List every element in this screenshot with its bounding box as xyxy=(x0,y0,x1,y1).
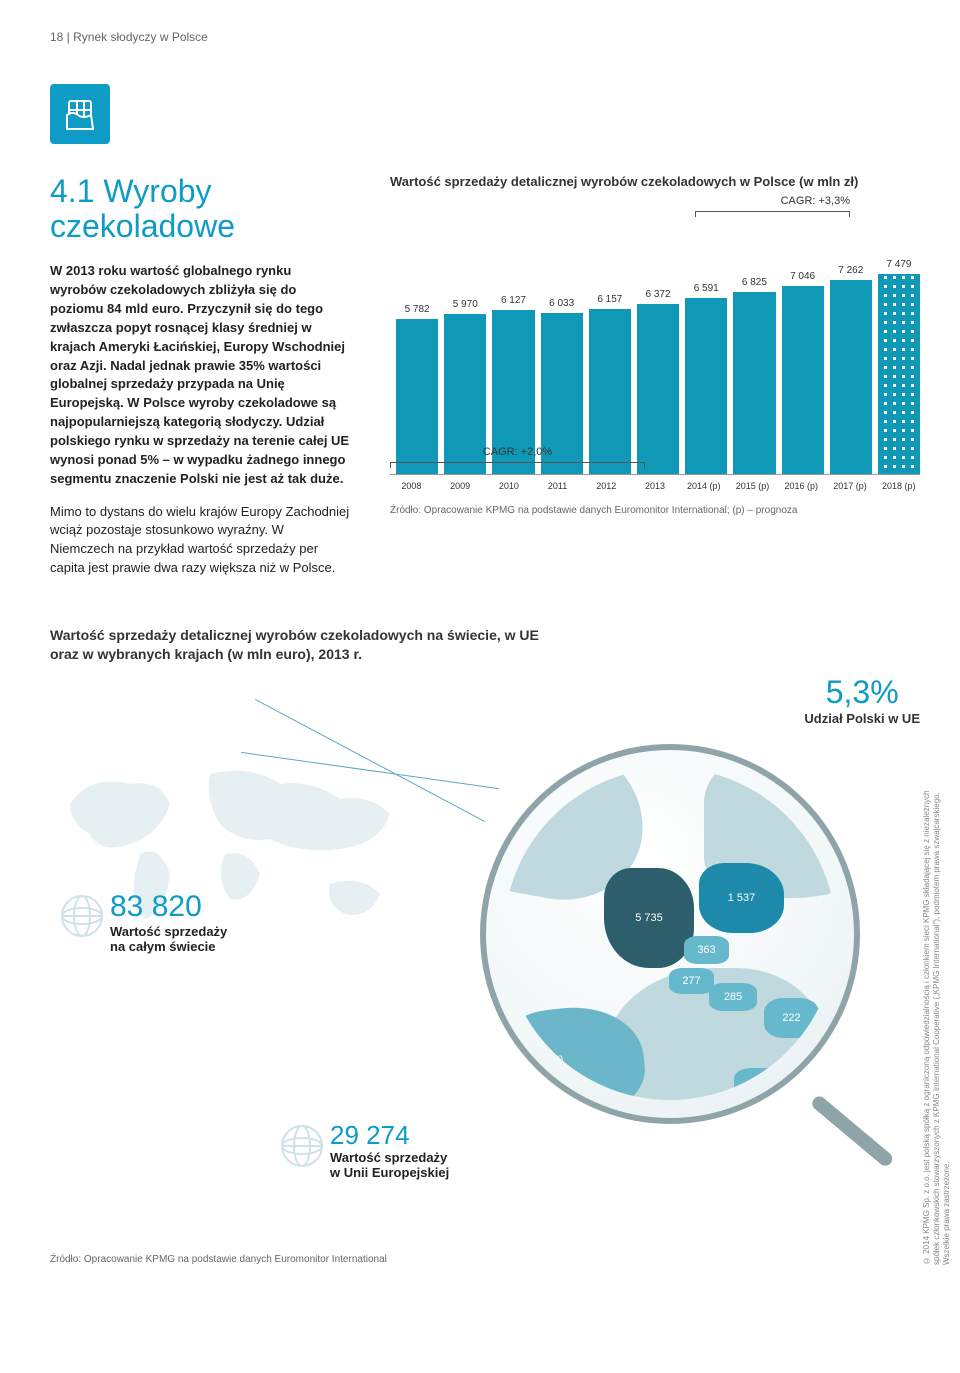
xaxis-label: 2012 xyxy=(585,481,628,491)
bar xyxy=(878,274,920,474)
xaxis-label: 2008 xyxy=(390,481,433,491)
xaxis-label: 2011 xyxy=(536,481,579,491)
bar-chart: CAGR: +2,0% 5 782 5 970 6 127 6 033 6 157 6 3… xyxy=(390,245,920,475)
global-sales-label2: na całym świecie xyxy=(110,939,227,954)
eu-sales-value: 29 274 xyxy=(330,1122,449,1148)
eu-sales-label2: w Unii Europejskiej xyxy=(330,1165,449,1180)
country-spain: 970 xyxy=(529,1048,579,1073)
world-section-title: Wartość sprzedaży detalicznej wyrobów cz… xyxy=(50,626,570,664)
xaxis-label: 2009 xyxy=(439,481,482,491)
cagr-left-label: CAGR: +2,0% xyxy=(390,446,645,458)
world-infographic: 5,3% Udział Polski w UE 83 820 Wartość s… xyxy=(50,674,920,1234)
bar-value-label: 6 157 xyxy=(597,294,622,305)
country-greece: 158 xyxy=(734,1068,782,1098)
section-title: 4.1 Wyroby czekoladowe xyxy=(50,174,350,244)
xaxis-label: 2017 (p) xyxy=(829,481,872,491)
value-pl: 1 537 xyxy=(728,892,756,904)
bar-slot: 6 825 xyxy=(733,277,775,475)
world-source: Źródło: Opracowanie KPMG na podstawie da… xyxy=(50,1254,920,1265)
xaxis-label: 2013 xyxy=(634,481,677,491)
poland-share-stat: 5,3% Udział Polski w UE xyxy=(804,674,920,726)
xaxis-label: 2015 (p) xyxy=(731,481,774,491)
share-label: Udział Polski w UE xyxy=(804,711,920,726)
bar-slot: 6 591 xyxy=(685,283,727,474)
bar-slot: 7 046 xyxy=(782,271,824,474)
cagr-bracket-right xyxy=(695,211,850,217)
country-austria: 277 xyxy=(669,968,714,994)
xaxis-label: 2010 xyxy=(487,481,530,491)
bar-value-label: 7 046 xyxy=(790,271,815,282)
body-paragraph-1: W 2013 roku wartość globalnego rynku wyr… xyxy=(50,262,350,488)
legal-footnote: © 2014 KPMG Sp. z o.o. jest polską spółk… xyxy=(922,785,952,1265)
globe-icon xyxy=(280,1124,324,1173)
bar xyxy=(782,286,824,474)
value-es: 970 xyxy=(545,1054,563,1066)
chart-source: Źródło: Opracowanie KPMG na podstawie da… xyxy=(390,505,920,516)
country-czech: 363 xyxy=(684,936,729,964)
country-poland: 1 537 xyxy=(699,863,784,933)
value-cz: 363 xyxy=(697,944,715,956)
global-sales-value: 83 820 xyxy=(110,892,227,922)
global-sales-label1: Wartość sprzedaży xyxy=(110,924,227,939)
bar-slot: 7 479 xyxy=(878,259,920,474)
country-germany: 5 735 xyxy=(604,868,694,968)
xaxis-label: 2014 (p) xyxy=(682,481,725,491)
xaxis-label: 2018 (p) xyxy=(877,481,920,491)
value-gr: 158 xyxy=(749,1077,767,1089)
bar-value-label: 6 372 xyxy=(646,289,671,300)
global-sales-stat: 83 820 Wartość sprzedaży na całym świeci… xyxy=(110,892,227,954)
bar-value-label: 6 033 xyxy=(549,298,574,309)
country-hungary: 285 xyxy=(709,983,757,1011)
bar-value-label: 6 127 xyxy=(501,295,526,306)
page-header: 18 | Rynek słodyczy w Polsce xyxy=(50,30,920,44)
europe-lens: 5 735 1 537 363 277 285 222 158 xyxy=(480,744,860,1124)
bar-value-label: 5 970 xyxy=(453,299,478,310)
value-at: 277 xyxy=(682,975,700,987)
world-map-silhouette xyxy=(50,744,410,944)
chart-title: Wartość sprzedaży detalicznej wyrobów cz… xyxy=(390,174,920,189)
value-hu: 285 xyxy=(724,991,742,1003)
bar-slot: 7 262 xyxy=(830,265,872,474)
eu-sales-stat: 29 274 Wartość sprzedaży w Unii Europejs… xyxy=(330,1122,449,1180)
cagr-right-label: CAGR: +3,3% xyxy=(390,195,850,207)
body-paragraph-2: Mimo to dystans do wielu krajów Europy Z… xyxy=(50,503,350,578)
share-percent: 5,3% xyxy=(804,674,920,711)
bar-value-label: 7 479 xyxy=(886,259,911,270)
bar xyxy=(733,292,775,475)
cagr-bracket-left xyxy=(390,462,645,468)
lens-handle xyxy=(810,1093,896,1168)
chocolate-icon xyxy=(50,84,110,144)
country-romania: 222 xyxy=(764,998,819,1038)
bar-value-label: 6 591 xyxy=(694,283,719,294)
bar-value-label: 5 782 xyxy=(405,304,430,315)
globe-icon xyxy=(60,894,104,943)
eu-sales-label1: Wartość sprzedaży xyxy=(330,1150,449,1165)
bar-value-label: 6 825 xyxy=(742,277,767,288)
chart-xaxis: 2008 2009 2010 2011 2012 2013 2014 (p) 2015 (p)… xyxy=(390,481,920,491)
value-ro: 222 xyxy=(782,1012,800,1024)
bar xyxy=(830,280,872,474)
bar xyxy=(685,298,727,474)
value-de: 5 735 xyxy=(635,912,663,924)
bar-value-label: 7 262 xyxy=(838,265,863,276)
xaxis-label: 2016 (p) xyxy=(780,481,823,491)
